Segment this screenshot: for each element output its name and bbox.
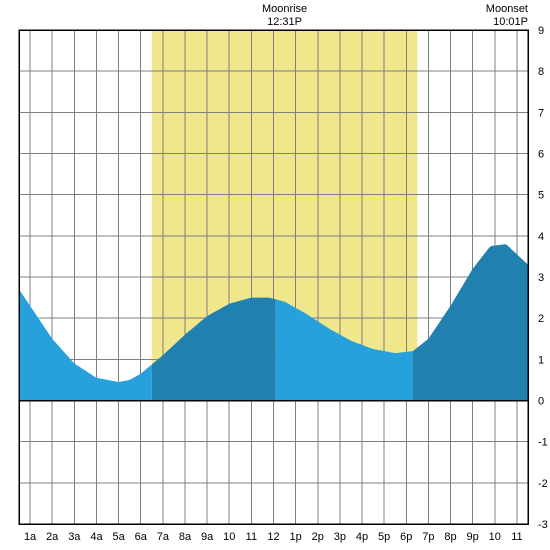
y-tick-label: 1	[538, 354, 544, 366]
moonset-time: 10:01P	[493, 16, 528, 28]
moonset-label: Moonset	[486, 3, 528, 15]
y-tick-label: -2	[538, 478, 548, 490]
x-tick-label: 11	[511, 531, 522, 543]
x-tick-label: 5p	[378, 531, 390, 543]
x-tick-label: 1p	[290, 531, 302, 543]
moonrise-label: Moonrise	[262, 3, 307, 15]
y-tick-label: 0	[538, 396, 544, 408]
x-tick-label: 11	[246, 531, 257, 543]
moonrise-time: 12:31P	[267, 16, 302, 28]
x-tick-label: 7a	[157, 531, 170, 543]
x-tick-label: 2a	[46, 531, 59, 543]
x-tick-label: 8a	[179, 531, 192, 543]
x-tick-label: 3p	[334, 531, 346, 543]
y-tick-label: -1	[538, 437, 548, 449]
y-tick-label: 8	[538, 66, 544, 78]
x-tick-label: 8p	[444, 531, 456, 543]
x-tick-label: 6a	[135, 531, 148, 543]
y-tick-label: 6	[538, 149, 544, 161]
y-tick-label: 5	[538, 190, 544, 202]
y-tick-label: -3	[538, 519, 548, 531]
tide-chart: 1a2a3a4a5a6a7a8a9a1011121p2p3p4p5p6p7p8p…	[0, 0, 550, 550]
x-tick-label: 9p	[467, 531, 479, 543]
x-tick-label: 9a	[201, 531, 214, 543]
x-tick-label: 12	[267, 531, 279, 543]
y-tick-label: 4	[538, 231, 544, 243]
y-tick-label: 2	[538, 313, 544, 325]
x-tick-label: 1a	[24, 531, 37, 543]
y-tick-label: 9	[538, 25, 544, 37]
chart-svg: 1a2a3a4a5a6a7a8a9a1011121p2p3p4p5p6p7p8p…	[0, 0, 550, 550]
y-tick-label: 7	[538, 107, 544, 119]
x-tick-label: 10	[223, 531, 235, 543]
x-tick-label: 4p	[356, 531, 368, 543]
x-tick-label: 5a	[112, 531, 125, 543]
x-tick-label: 6p	[400, 531, 412, 543]
x-tick-label: 7p	[422, 531, 434, 543]
y-tick-label: 3	[538, 272, 544, 284]
x-tick-label: 4a	[90, 531, 103, 543]
x-tick-label: 3a	[68, 531, 81, 543]
x-tick-label: 2p	[312, 531, 324, 543]
x-tick-label: 10	[489, 531, 501, 543]
